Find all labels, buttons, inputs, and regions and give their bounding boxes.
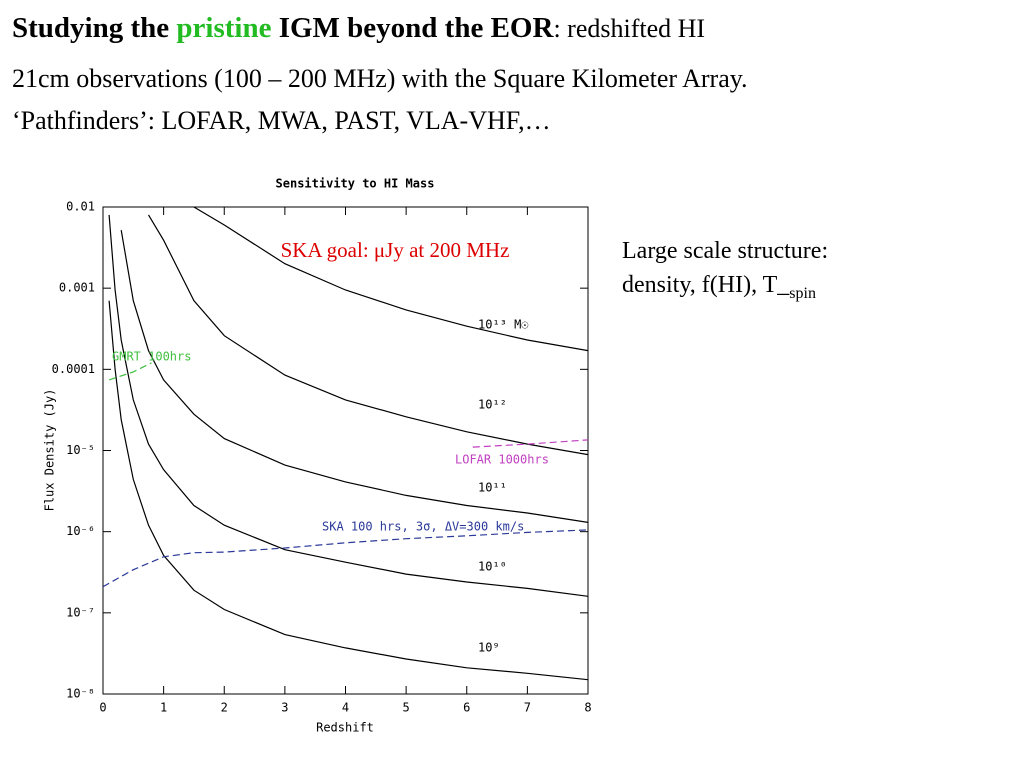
side-note: density, f(HI), T_spin — [622, 272, 816, 303]
series-line — [108, 362, 152, 381]
title-line: Studying the pristine IGM beyond the EOR… — [12, 12, 705, 45]
title-part: : redshifted HI — [553, 14, 706, 43]
annotation: SKA goal: μJy at 200 MHz — [281, 238, 510, 262]
chart: Sensitivity to HI Mass Redshift Flux Den… — [43, 177, 592, 735]
x-tick-label: 5 — [403, 701, 410, 715]
series-line — [108, 214, 588, 597]
title-highlight: pristine — [176, 12, 272, 44]
x-tick-label: 1 — [160, 701, 167, 715]
series-label: 10⁹ — [478, 641, 500, 655]
plot-area — [103, 207, 588, 681]
x-tick-label: 3 — [281, 701, 288, 715]
series-line — [472, 439, 588, 448]
y-tick-label: 0.01 — [66, 200, 95, 214]
x-axis-label: Redshift — [316, 721, 374, 735]
side-note-text: density, f(HI), T_ — [622, 272, 790, 298]
chart-title: Sensitivity to HI Mass — [276, 177, 435, 191]
x-tick-label: 2 — [221, 701, 228, 715]
y-tick-label: 0.001 — [59, 281, 95, 295]
x-tick-label: 7 — [524, 701, 531, 715]
y-axis-label: Flux Density (Jy) — [43, 389, 57, 512]
series-label: SKA 100 hrs, 3σ, ΔV=300 km/s — [322, 520, 524, 534]
title-part: IGM beyond the EOR — [271, 12, 554, 44]
series-label: 10¹¹ — [478, 481, 507, 495]
x-tick-label: 6 — [463, 701, 470, 715]
series-line — [147, 214, 588, 456]
subtitle-line: 21cm observations (100 – 200 MHz) with t… — [12, 64, 748, 93]
y-tick-label: 10⁻⁶ — [66, 524, 95, 538]
subtitle-line: ‘Pathfinders’: LOFAR, MWA, PAST, VLA-VHF… — [12, 106, 551, 135]
plot-frame — [102, 206, 589, 695]
x-tick-label: 0 — [99, 701, 106, 715]
series-label: 10¹³ M☉ — [478, 318, 529, 332]
y-tick-label: 10⁻⁵ — [66, 443, 95, 457]
series-line — [120, 229, 588, 523]
x-tick-label: 4 — [342, 701, 349, 715]
series-label: LOFAR 1000hrs — [455, 453, 549, 467]
y-tick-label: 10⁻⁸ — [66, 687, 95, 701]
side-note: Large scale structure: — [622, 238, 829, 264]
series-label: GMRT 100hrs — [112, 350, 191, 364]
y-tick-label: 0.0001 — [52, 362, 95, 376]
series-label: 10¹⁰ — [478, 560, 507, 574]
series-label: 10¹² — [478, 398, 507, 412]
series-line — [103, 529, 588, 588]
title-part: Studying the — [12, 12, 177, 44]
side-note-sub: spin — [789, 284, 816, 302]
series-line — [193, 207, 588, 352]
x-tick-label: 8 — [584, 701, 591, 715]
y-tick-label: 10⁻⁷ — [66, 605, 95, 619]
series-line — [108, 300, 588, 681]
